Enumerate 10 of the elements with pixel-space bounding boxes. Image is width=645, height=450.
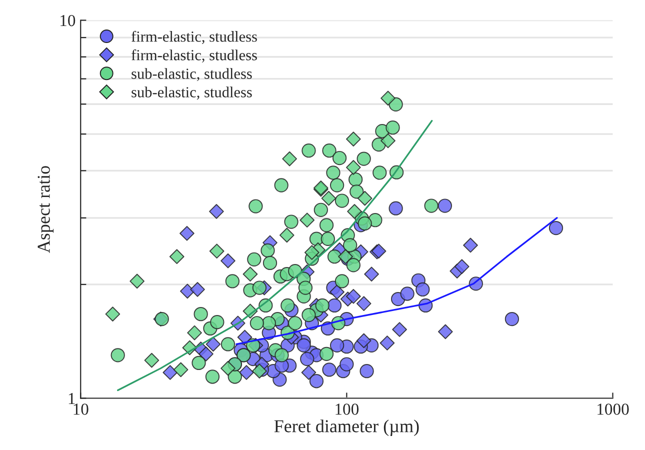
- x-tick-label: 1000: [598, 404, 629, 415]
- legend-label: sub-elastic, studless: [132, 86, 252, 100]
- y-axis-title: Aspect ratio: [38, 166, 54, 253]
- x-axis-title: Feret diameter (µm): [274, 420, 419, 436]
- legend-label: firm-elastic, studless: [132, 49, 257, 63]
- x-tick-label: 100: [336, 404, 359, 415]
- legend-label: sub-elastic, studless: [132, 68, 252, 82]
- x-tick-label: 10: [74, 404, 88, 415]
- legend-label: firm-elastic, studless: [132, 30, 257, 44]
- y-tick-label: 1: [68, 393, 75, 404]
